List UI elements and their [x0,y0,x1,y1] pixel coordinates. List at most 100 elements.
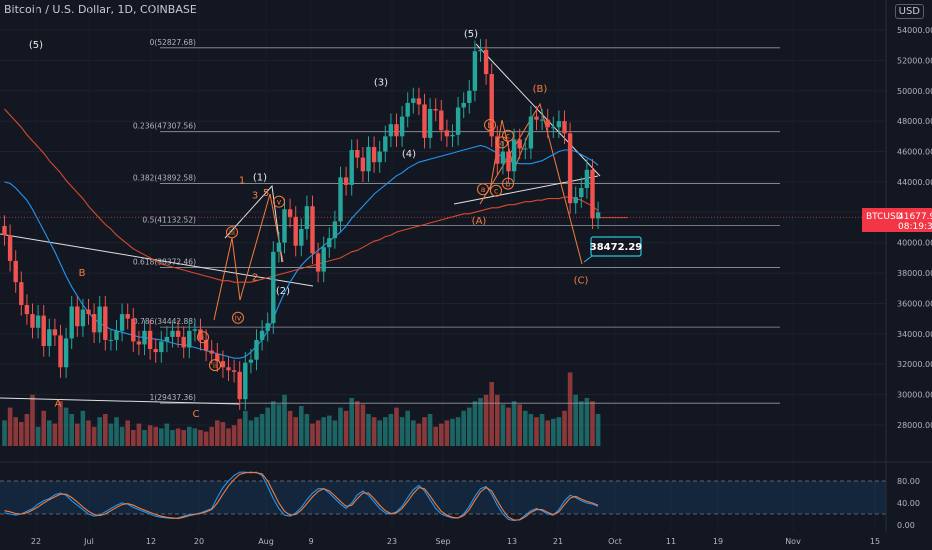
wave-circle-label: iii [229,228,235,237]
volume-bar [80,410,86,446]
volume-bar [259,414,265,446]
price-callout: 38472.29 [590,236,642,257]
candle-body [181,336,186,348]
price-tag-value: 41677.93 [898,212,932,222]
candle-body [455,107,461,135]
candle-body [483,49,489,75]
candle-body [293,216,298,246]
candle-body [517,139,522,149]
volume-bar [30,394,35,446]
volume-bar [545,420,550,446]
price-tag-symbol: BTCUSD [866,212,903,222]
y-tick-label: 40000.00 [897,239,932,248]
x-tick-label: Jul [83,537,94,546]
volume-bar [19,422,24,446]
trendline-top [0,233,314,287]
candle-body [226,367,231,371]
candle-body [164,336,170,342]
wave-circle-label: b [506,180,511,189]
candle-body [30,314,35,328]
candle-body [388,124,394,137]
volume-bar [411,420,416,446]
candle-body [259,330,265,340]
volume-bar [573,394,578,446]
volume-bar [108,423,114,446]
volume-bar [147,425,153,446]
candle-body [405,102,410,117]
candle-body [534,116,539,120]
candle-body [551,127,556,129]
candle-body [114,330,119,340]
volume-bar [265,407,270,446]
candle-body [13,260,18,283]
candle-body [231,370,237,372]
candle-body [327,238,332,248]
volume-bar [97,417,102,446]
volume-bar [2,420,7,446]
volume-bar [321,417,326,446]
volume-bar [287,410,293,446]
fib-label: 0.236(47307.56) [133,122,196,131]
wave-circle [477,183,489,196]
candle-body [338,177,343,222]
trendline-bottom [0,397,241,405]
x-tick-label: 22 [31,537,41,546]
volume-bar [539,414,545,446]
candle-body [562,121,567,134]
volume-bar [528,414,534,446]
candle-body [366,146,371,172]
volume-bar [584,398,590,446]
candle-body [69,306,74,339]
volume-bar [511,401,517,446]
x-tick-label: 21 [553,537,563,546]
volume-bar [103,414,108,446]
candle-body [528,116,534,149]
fib-label: 0.786(34442.88) [133,317,196,326]
currency-badge[interactable]: USD [894,4,924,19]
candle-body [175,330,181,337]
candle-body [595,212,601,219]
volume-bar [254,417,259,446]
y-tick-label: 50000.00 [897,87,932,96]
candle-body [467,90,472,103]
volume-bar [131,430,136,446]
wave-label: (5) [464,29,478,40]
volume-bar [203,431,209,446]
candle-body [343,177,349,185]
time-axis[interactable]: 22 Jul 12 20 Aug 9 23 Sep 13 21 Oct 11 19 Nov 15 [31,537,880,546]
x-tick-label: 12 [146,537,156,546]
y-tick-label: 44000.00 [897,178,932,187]
candle-body [287,209,293,217]
wave-circle-label: ii [213,361,217,370]
candle-body [24,304,30,315]
fib-label: 0.382(43892.58) [133,174,196,183]
wave-circle [273,195,285,208]
candle-body [35,315,41,328]
candle-body [416,98,422,105]
wave-circle [496,136,508,149]
wave-label: (C) [574,275,589,286]
wave-circle [226,226,238,239]
y-tick-label: 30000.00 [897,391,932,400]
x-tick-label: 23 [387,537,397,546]
wave-zigzag [213,193,284,321]
volume-bar [461,410,466,446]
volume-bar [13,417,18,446]
candle-body [170,330,175,337]
candle-body [142,330,147,345]
candle-body [220,361,226,368]
volume-bar [371,417,377,446]
volume-bar [332,420,338,446]
stochastic-oscillator: 80.00 40.00 0.00 [0,0,932,532]
candle-body [511,139,517,172]
volume-bar [276,404,282,446]
x-tick-label: Oct [608,537,622,546]
wave-label: (B) [533,84,548,95]
oscillator-line [4,471,599,522]
candle-body [500,151,506,164]
volume-bar [226,428,231,446]
candle-body [97,306,102,333]
price-tag: BTCUSD 41677.93 08:19:34 [862,208,932,232]
moving-average-line [4,108,599,283]
